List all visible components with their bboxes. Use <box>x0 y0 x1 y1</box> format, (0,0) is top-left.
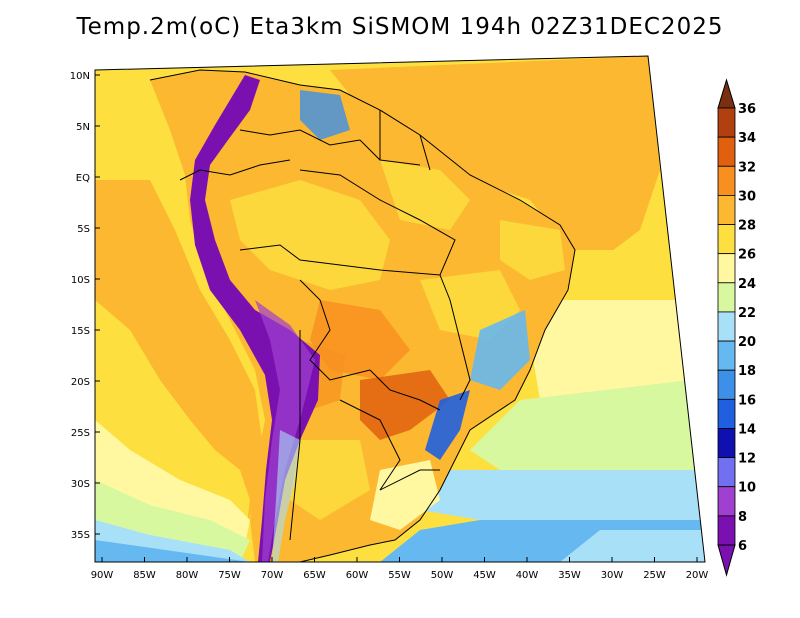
colorbar-segment <box>717 136 736 167</box>
colorbar-top-arrow <box>717 78 736 109</box>
colorbar-segment <box>717 515 736 546</box>
lat-label-25s: 25S <box>71 428 90 439</box>
colorbar-segment <box>717 194 736 225</box>
lat-label-35s: 35S <box>71 530 90 541</box>
colorbar-label-12: 12 <box>738 452 756 467</box>
map-title: Temp.2m(oC) Eta3km SiSMOM 194h 02Z31DEC2… <box>76 14 724 40</box>
lon-label-75w: 75W <box>218 570 241 581</box>
lon-label-65w: 65W <box>303 570 326 581</box>
lon-label-90w: 90W <box>91 570 114 581</box>
colorbar-label-14: 14 <box>738 422 756 437</box>
colorbar-segment <box>717 340 736 371</box>
colorbar-label-6: 6 <box>738 539 747 554</box>
colorbar-segment <box>717 224 736 255</box>
colorbar-bottom-arrow <box>717 544 736 577</box>
colorbar-segment <box>717 486 736 517</box>
longitude-labels: 90W 85W 80W 75W 70W 65W 60W 55W 50W 45W 40W 35W 30W 2… <box>91 557 709 581</box>
colorbar-segment <box>717 457 736 488</box>
lon-label-70w: 70W <box>261 570 284 581</box>
country-borders <box>149 69 576 562</box>
lon-label-55w: 55W <box>388 570 411 581</box>
lat-label-30s: 30S <box>71 479 90 490</box>
lat-label-10n: 10N <box>70 71 90 82</box>
lon-label-35w: 35W <box>558 570 581 581</box>
colorbar-label-18: 18 <box>738 364 756 379</box>
colorbar-label-8: 8 <box>738 510 747 525</box>
colorbar-segment <box>717 369 736 400</box>
colorbar-segment <box>717 107 736 138</box>
colorbar-label-30: 30 <box>738 189 756 204</box>
lat-label-eq: EQ <box>76 173 90 184</box>
lon-label-45w: 45W <box>473 570 496 581</box>
lat-label-10s: 10S <box>71 275 90 286</box>
lon-label-50w: 50W <box>431 570 454 581</box>
latitude-labels: 10N 5N EQ 5S 10S 15S 20S 25S 30S 35S <box>70 71 100 541</box>
colorbar-segment <box>717 253 736 284</box>
lon-label-20w: 20W <box>686 570 709 581</box>
colorbar-segment <box>717 165 736 196</box>
colorbar-label-20: 20 <box>738 335 756 350</box>
lon-label-80w: 80W <box>176 570 199 581</box>
lon-label-30w: 30W <box>601 570 624 581</box>
colorbar-segment <box>717 428 736 459</box>
colorbar-segment <box>717 282 736 313</box>
colorbar-label-32: 32 <box>738 160 756 175</box>
lat-label-20s: 20S <box>71 377 90 388</box>
lon-label-40w: 40W <box>516 570 539 581</box>
temperature-field <box>95 56 705 562</box>
colorbar-label-16: 16 <box>738 393 756 408</box>
colorbar: 36 34 32 30 28 26 24 22 20 18 16 14 12 10 8 6 <box>717 78 756 577</box>
lon-label-85w: 85W <box>133 570 156 581</box>
colorbar-label-24: 24 <box>738 277 756 292</box>
colorbar-label-10: 10 <box>738 481 756 496</box>
colorbar-label-28: 28 <box>738 219 756 234</box>
colorbar-label-36: 36 <box>738 102 756 117</box>
colorbar-segment <box>717 398 736 429</box>
lat-label-5s: 5S <box>77 224 90 235</box>
colorbar-label-22: 22 <box>738 306 756 321</box>
colorbar-label-34: 34 <box>738 131 756 146</box>
colorbar-label-26: 26 <box>738 248 756 263</box>
lon-label-60w: 60W <box>346 570 369 581</box>
map-frame <box>94 55 706 563</box>
lat-label-5n: 5N <box>76 122 90 133</box>
colorbar-segment <box>717 311 736 342</box>
lon-label-25w: 25W <box>643 570 666 581</box>
lat-label-15s: 15S <box>71 326 90 337</box>
